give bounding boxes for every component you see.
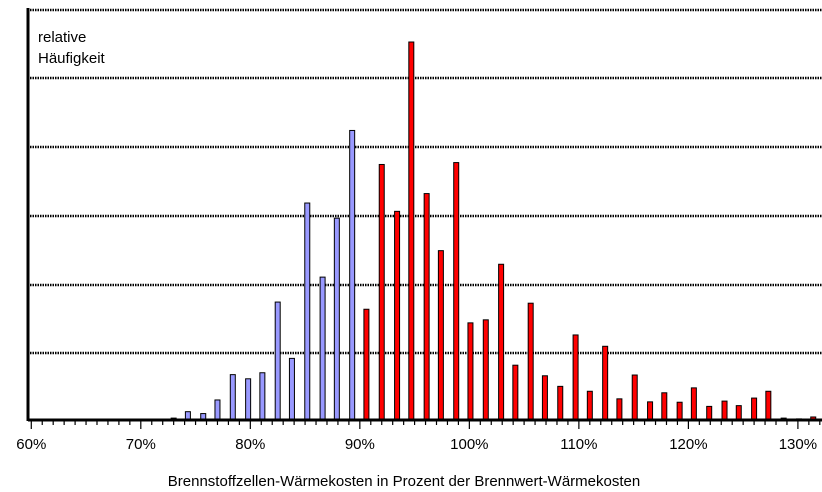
bar [616, 398, 623, 421]
bar [394, 210, 401, 421]
bar [498, 263, 505, 421]
x-tick-label: 90% [345, 436, 375, 453]
bar [647, 401, 654, 421]
bar [676, 401, 683, 421]
bar [690, 387, 697, 421]
x-tick-label: 80% [235, 436, 265, 453]
bar [319, 276, 326, 421]
bar [274, 301, 281, 421]
bar [482, 319, 489, 421]
bar [229, 374, 236, 421]
bar [721, 400, 728, 421]
x-tick-label: 110% [560, 436, 597, 453]
x-ticks [30, 420, 821, 429]
bar [765, 390, 772, 421]
x-axis-title: Brennstoffzellen-Wärmekosten in Prozent … [168, 473, 640, 490]
bar [706, 405, 713, 421]
bar [349, 129, 356, 421]
bar [586, 390, 593, 421]
x-tick-labels: 60% 70% 80% 90% 100% 110% 120% 130% [16, 436, 817, 453]
y-axis-label-line2: Häufigkeit [38, 50, 106, 67]
bar [333, 217, 340, 421]
bars [170, 41, 817, 421]
y-axis-label-line1: relative [38, 29, 86, 46]
bar [735, 405, 742, 421]
bar [512, 364, 519, 421]
x-tick-label: 60% [16, 436, 46, 453]
bar [214, 399, 221, 421]
x-tick-label: 70% [126, 436, 156, 453]
bar [751, 397, 758, 421]
bar [408, 41, 415, 421]
bar [527, 302, 534, 421]
bar [437, 250, 444, 421]
bar [557, 385, 564, 421]
bar [378, 163, 385, 421]
bar [467, 322, 474, 421]
bar [363, 308, 370, 421]
bar [304, 202, 311, 421]
bar [423, 193, 430, 421]
bar [541, 375, 548, 421]
bar [661, 392, 668, 421]
bar [572, 334, 579, 421]
bar [245, 378, 252, 421]
x-tick-label: 120% [669, 436, 707, 453]
bar [602, 345, 609, 421]
bar [453, 162, 460, 421]
bar [631, 374, 638, 421]
x-tick-label: 130% [779, 436, 817, 453]
bar [259, 372, 266, 421]
x-tick-label: 100% [450, 436, 488, 453]
bar [288, 357, 295, 421]
